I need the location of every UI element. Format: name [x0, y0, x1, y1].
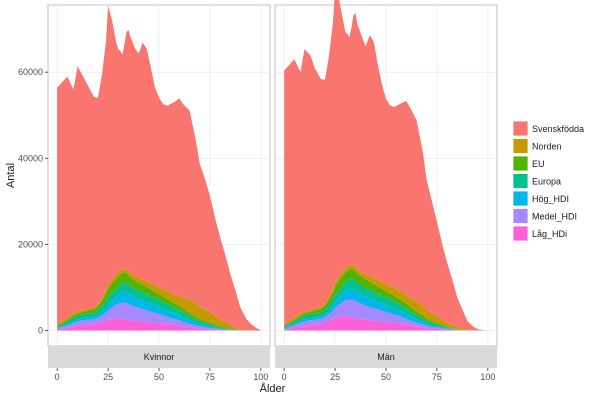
area-svenskf-dda	[284, 0, 488, 331]
x-tick-label: 75	[432, 372, 442, 382]
y-axis-title: Antal	[5, 163, 17, 188]
x-tick-label: 25	[103, 372, 113, 382]
legend-key-eu	[512, 155, 529, 172]
legend-key-svenskf-dda	[512, 120, 529, 137]
x-tick-label: 50	[154, 372, 164, 382]
legend-key-norden	[512, 138, 529, 154]
x-axis-title: Ålder	[260, 382, 286, 395]
area-h-g-hdi	[284, 288, 488, 331]
x-tick-label: 100	[480, 372, 495, 382]
x-tick-label: 50	[381, 372, 391, 382]
y-tick-label: 0	[38, 326, 43, 336]
legend-key-medel-hdi	[512, 208, 529, 224]
area-h-g-hdi	[57, 291, 261, 331]
strip-label: Kvinnor	[144, 352, 175, 362]
x-tick-label: 0	[282, 372, 287, 382]
legend-key-europa	[512, 173, 529, 189]
area-medel-hdi	[284, 299, 488, 331]
legend-label-europa: Europa	[532, 177, 561, 187]
y-tick-label: 20000	[18, 239, 43, 249]
area-europa	[57, 282, 261, 331]
strip-label: Män	[377, 352, 395, 362]
panel-kvinnor: Kvinnor 0 25 50 75 100	[47, 4, 271, 382]
area-medel-hdi	[57, 302, 261, 331]
x-tick-label: 75	[205, 372, 215, 382]
panel-m-n: Män 0 25 50 75 100	[274, 0, 498, 382]
area-l-g-hdi	[57, 318, 261, 331]
legend-label-h-g-hdi: Hög_HDI	[532, 194, 569, 204]
strip-background	[275, 346, 497, 368]
area-norden	[57, 268, 261, 331]
legend-key-l-g-hdi	[512, 225, 529, 242]
legend-label-medel-hdi: Medel_HDI	[532, 212, 577, 222]
strip-background	[48, 346, 270, 368]
legend-label-svenskf-dda: Svenskfödda	[532, 124, 584, 134]
y-tick-label: 40000	[18, 153, 43, 163]
legend-label-l-g-hdi: Låg_HDi	[532, 229, 567, 239]
x-tick-label: 25	[330, 372, 340, 382]
legend: Svenskfödda Norden EU Europa Hög_HDI Medel_HD…	[512, 120, 584, 242]
legend-label-norden: Norden	[532, 142, 562, 152]
y-tick-label: 60000	[18, 67, 43, 77]
area-svenskf-dda	[57, 5, 261, 331]
area-l-g-hdi	[284, 316, 488, 331]
x-tick-label: 100	[253, 372, 268, 382]
legend-label-eu: EU	[532, 159, 545, 169]
x-tick-label: 0	[55, 372, 60, 382]
legend-key-h-g-hdi	[512, 190, 529, 207]
area-europa	[284, 278, 488, 331]
